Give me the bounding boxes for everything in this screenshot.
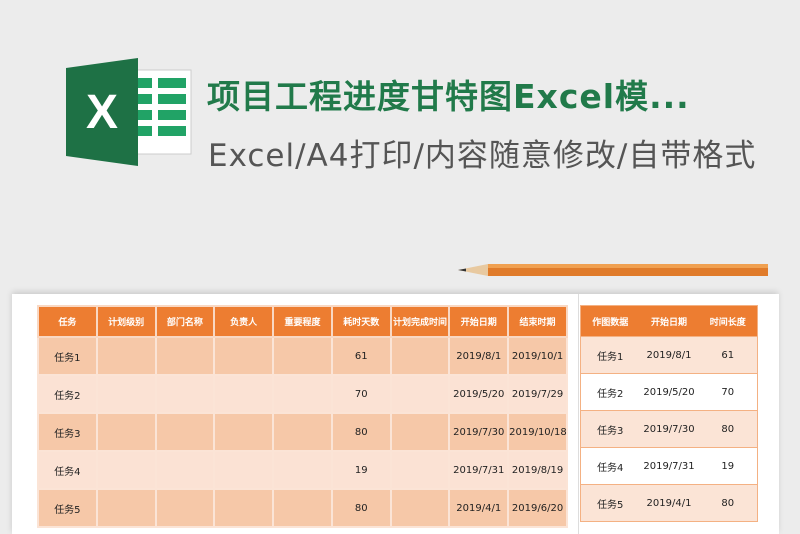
column-header: 任务 (37, 305, 98, 338)
table-cell[interactable] (95, 412, 157, 452)
page-title: 项目工程进度甘特图Excel模... (207, 77, 690, 116)
table-cell[interactable]: 2019/8/1 (448, 336, 510, 376)
table-cell[interactable] (389, 488, 451, 528)
table-cell[interactable] (95, 374, 157, 414)
table-cell[interactable]: 任务4 (580, 447, 640, 485)
table-cell[interactable]: 80 (330, 488, 392, 528)
column-header: 部门名称 (154, 305, 216, 338)
main-task-table: 任务 计划级别 部门名称 负责人 重要程度 耗时天数 计划完成时间 开始日期 结束时期任务1 61… (37, 305, 568, 528)
table-cell[interactable] (213, 412, 275, 452)
table-cell[interactable] (272, 488, 333, 528)
table-cell[interactable]: 2019/6/20 (507, 488, 568, 528)
table-cell[interactable]: 2019/7/31 (639, 447, 699, 485)
column-header: 重要程度 (272, 305, 333, 338)
table-cell[interactable] (272, 412, 333, 452)
table-cell[interactable]: 任务4 (37, 450, 98, 490)
table-row: 任务3 2019/7/30 80 (580, 410, 758, 448)
table-cell[interactable] (389, 374, 451, 414)
table-row: 任务5 80 2019/4/1 2019/6/20 (37, 488, 568, 528)
table-cell[interactable]: 任务1 (37, 336, 98, 376)
table-row: 任务4 19 2019/7/31 2019/8/19 (37, 450, 568, 490)
chart-data-table: 作图数据 开始日期 时间长度 任务1 2019/8/1 61 任务2 2019/5/20 70 任… (580, 305, 758, 522)
table-cell[interactable]: 2019/4/1 (448, 488, 510, 528)
table-cell[interactable] (213, 374, 275, 414)
table-row: 任务1 61 2019/8/1 2019/10/1 (37, 336, 568, 376)
table-cell[interactable]: 任务3 (37, 412, 98, 452)
table-cell[interactable] (272, 336, 333, 376)
table-cell[interactable] (213, 336, 275, 376)
table-cell[interactable]: 任务1 (580, 336, 640, 374)
column-header: 结束时期 (507, 305, 568, 338)
table-cell[interactable]: 19 (330, 450, 392, 490)
table-cell[interactable]: 任务3 (580, 410, 640, 448)
table-cell[interactable]: 70 (330, 374, 392, 414)
pencil-icon (458, 264, 768, 276)
column-header: 时间长度 (698, 305, 758, 337)
table-cell[interactable] (213, 450, 275, 490)
table-cell[interactable] (154, 374, 216, 414)
column-header: 开始日期 (448, 305, 510, 338)
table-cell[interactable]: 任务2 (580, 373, 640, 411)
table-cell[interactable]: 任务5 (580, 484, 640, 522)
page-subtitle: Excel/A4打印/内容随意修改/自带格式 (208, 138, 757, 174)
column-header: 计划级别 (95, 305, 157, 338)
table-row: 任务4 2019/7/31 19 (580, 447, 758, 485)
table-row: 任务2 70 2019/5/20 2019/7/29 (37, 374, 568, 414)
table-cell[interactable]: 2019/7/30 (639, 410, 699, 448)
table-cell[interactable] (95, 336, 157, 376)
table-cell[interactable]: 2019/4/1 (639, 484, 699, 522)
column-header: 负责人 (213, 305, 275, 338)
table-cell[interactable]: 80 (698, 484, 758, 522)
table-cell[interactable]: 61 (698, 336, 758, 374)
table-row: 任务5 2019/4/1 80 (580, 484, 758, 522)
column-header: 计划完成时间 (389, 305, 451, 338)
table-cell[interactable]: 2019/8/19 (507, 450, 568, 490)
table-row: 任务3 80 2019/7/30 2019/10/18 (37, 412, 568, 452)
table-row: 任务1 2019/8/1 61 (580, 336, 758, 374)
table-cell[interactable]: 任务5 (37, 488, 98, 528)
excel-logo-icon: X (66, 58, 192, 166)
table-cell[interactable] (389, 336, 451, 376)
table-cell[interactable]: 70 (698, 373, 758, 411)
table-cell[interactable] (154, 412, 216, 452)
table-cell[interactable] (95, 450, 157, 490)
column-header: 耗时天数 (330, 305, 392, 338)
table-cell[interactable]: 2019/8/1 (639, 336, 699, 374)
table-cell[interactable]: 80 (330, 412, 392, 452)
svg-text:X: X (86, 86, 118, 139)
table-cell[interactable]: 2019/7/31 (448, 450, 510, 490)
table-cell[interactable] (95, 488, 157, 528)
table-cell[interactable] (272, 450, 333, 490)
table-cell[interactable] (213, 488, 275, 528)
table-cell[interactable]: 2019/5/20 (448, 374, 510, 414)
table-cell[interactable] (272, 374, 333, 414)
table-row: 任务2 2019/5/20 70 (580, 373, 758, 411)
table-cell[interactable] (154, 336, 216, 376)
table-cell[interactable]: 2019/10/18 (507, 412, 568, 452)
table-cell[interactable]: 任务2 (37, 374, 98, 414)
column-header: 作图数据 (580, 305, 640, 337)
table-cell[interactable] (154, 450, 216, 490)
table-cell[interactable]: 2019/5/20 (639, 373, 699, 411)
table-cell[interactable]: 2019/7/29 (507, 374, 568, 414)
table-cell[interactable]: 80 (698, 410, 758, 448)
table-cell[interactable] (389, 412, 451, 452)
table-cell[interactable]: 19 (698, 447, 758, 485)
table-cell[interactable]: 2019/7/30 (448, 412, 510, 452)
table-cell[interactable] (154, 488, 216, 528)
table-cell[interactable] (389, 450, 451, 490)
table-cell[interactable]: 2019/10/1 (507, 336, 568, 376)
table-cell[interactable]: 61 (330, 336, 392, 376)
column-header: 开始日期 (639, 305, 699, 337)
